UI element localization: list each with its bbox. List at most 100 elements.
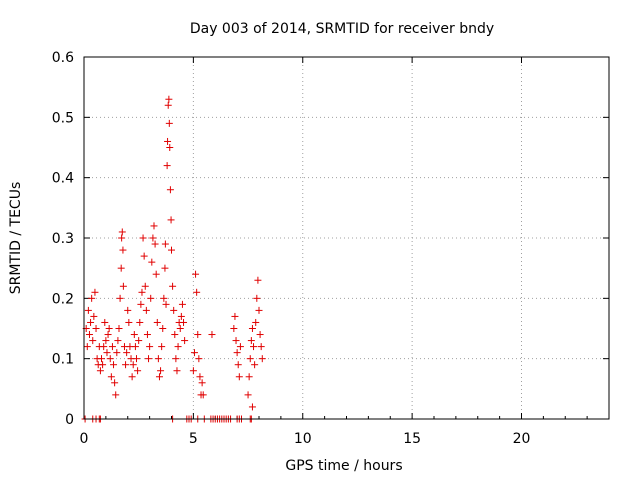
data-point (177, 312, 185, 320)
data-point (167, 216, 175, 224)
data-point (254, 276, 262, 284)
data-point (143, 331, 151, 339)
data-point (128, 373, 136, 381)
grid (84, 57, 609, 419)
data-point (151, 240, 159, 248)
data-point (134, 367, 142, 375)
x-tick-label: 0 (80, 431, 89, 447)
data-point (114, 337, 122, 345)
y-axis-label: SRMTID / TECUs (8, 182, 24, 295)
data-point (122, 361, 130, 369)
data-point (168, 246, 175, 254)
x-tick-label: 5 (189, 431, 198, 447)
data-point (155, 373, 163, 381)
data-point (180, 318, 188, 326)
data-point (258, 355, 266, 363)
data-point (141, 282, 149, 290)
data-point (117, 264, 125, 272)
data-point (142, 306, 150, 314)
data-point (105, 325, 113, 332)
data-points (81, 95, 266, 423)
data-point (174, 343, 182, 351)
data-point (244, 391, 252, 399)
data-point (98, 355, 105, 363)
plot-frame (83, 56, 610, 420)
data-point (88, 294, 96, 302)
y-tick-label: 0.2 (52, 291, 74, 307)
data-point (193, 288, 201, 296)
x-tick-label: 20 (513, 431, 531, 447)
data-point (196, 373, 204, 381)
data-point (137, 300, 145, 308)
data-point (125, 318, 133, 326)
data-point (166, 144, 174, 151)
data-point (147, 294, 155, 302)
data-point (255, 306, 263, 314)
data-point (250, 343, 258, 351)
data-point (164, 137, 172, 145)
data-point (111, 379, 119, 387)
data-point (257, 343, 265, 351)
data-point (101, 318, 109, 326)
data-point (160, 294, 168, 302)
data-point (135, 337, 143, 345)
data-point (157, 367, 165, 375)
data-point (170, 306, 178, 314)
data-point (252, 318, 260, 326)
data-point (159, 325, 167, 332)
data-point (192, 270, 200, 278)
data-point (87, 318, 95, 326)
x-axis-label: GPS time / hours (285, 458, 402, 474)
data-point (248, 325, 256, 332)
x-tick-label: 10 (294, 431, 312, 447)
y-tick-label: 0.6 (52, 50, 74, 66)
data-point (108, 343, 116, 351)
data-point (118, 228, 126, 236)
data-point (149, 234, 157, 242)
data-point (124, 306, 132, 314)
data-point (245, 373, 253, 381)
data-point (102, 337, 110, 345)
data-point (153, 318, 161, 326)
data-point (113, 349, 121, 357)
data-point (136, 318, 144, 326)
data-point (104, 331, 112, 339)
data-point (100, 343, 108, 351)
data-point (164, 101, 172, 109)
data-point (248, 403, 256, 411)
data-point (119, 282, 127, 290)
data-point (116, 294, 124, 302)
data-point (131, 343, 139, 351)
data-point (234, 361, 242, 369)
y-tick-label: 0 (65, 412, 74, 428)
data-point (166, 186, 174, 194)
data-point (84, 306, 92, 314)
data-point (145, 355, 153, 363)
data-point (139, 234, 147, 242)
data-point (176, 325, 184, 332)
data-point (158, 343, 166, 351)
data-point (152, 270, 160, 278)
data-point (165, 95, 173, 103)
data-point (232, 337, 240, 345)
data-point (91, 288, 99, 296)
data-point (194, 331, 202, 339)
data-point (256, 331, 264, 339)
data-point (233, 349, 241, 357)
y-tick-label: 0.1 (52, 352, 74, 368)
data-point (251, 361, 259, 369)
data-point (231, 312, 239, 320)
data-point (118, 234, 126, 242)
data-point (246, 355, 254, 363)
data-point (103, 349, 111, 357)
data-point (115, 325, 123, 332)
data-point (189, 367, 197, 375)
chart-title: Day 003 of 2014, SRMTID for receiver bnd… (190, 21, 494, 37)
axis-ticks: 0 0.1 0.2 0.3 0.4 0.5 0.6 0 5 10 15 20 (52, 50, 609, 447)
data-point (178, 300, 186, 308)
data-point (199, 391, 207, 399)
data-point (148, 258, 156, 266)
x-tick-label: 15 (403, 431, 421, 447)
data-point (198, 379, 206, 387)
